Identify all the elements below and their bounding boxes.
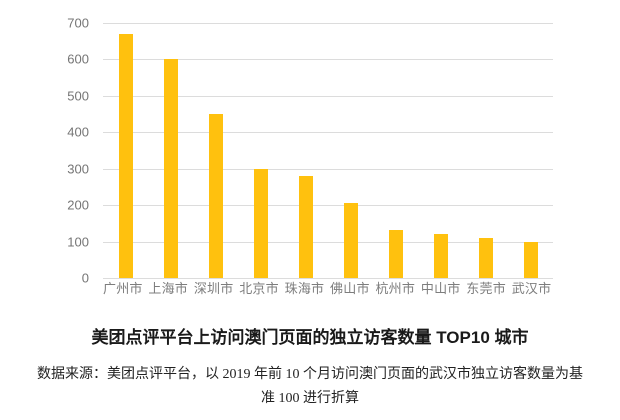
bar <box>298 176 313 278</box>
y-axis-tick-label: 700 <box>67 15 89 31</box>
bar <box>388 230 403 278</box>
gridline <box>103 278 553 279</box>
bar <box>253 169 268 278</box>
y-axis-tick-label: 300 <box>67 161 89 177</box>
gridline <box>103 23 553 24</box>
gridline <box>103 241 553 243</box>
y-axis-tick-label: 400 <box>67 124 89 140</box>
bar-chart-plot <box>103 23 553 279</box>
gridline <box>103 95 553 97</box>
bar <box>208 114 223 278</box>
bar <box>433 234 448 278</box>
source-note: 数据来源：美团点评平台，以 2019 年前 10 个月访问澳门页面的武汉市独立访… <box>0 363 620 411</box>
gridline <box>103 132 553 134</box>
bar <box>163 59 178 278</box>
bar <box>118 34 133 278</box>
chart-title: 美团点评平台上访问澳门页面的独立访客数量 TOP10 城市 <box>91 328 529 347</box>
source-note-line2: 准 100 进行折算 <box>261 391 359 406</box>
y-axis-tick-label: 200 <box>67 197 89 213</box>
gridline <box>103 168 553 170</box>
bar <box>343 203 358 278</box>
y-axis-tick-label: 600 <box>67 51 89 67</box>
gridline <box>103 205 553 207</box>
bar <box>523 242 538 278</box>
y-axis-tick-label: 500 <box>67 88 89 104</box>
bar <box>478 238 493 278</box>
y-axis-tick-label: 0 <box>81 270 89 286</box>
y-axis-tick-label: 100 <box>67 234 89 250</box>
x-axis-labels: 广州市 上海市 深圳市 北京市 珠海市 佛山市 杭州市 中山市 东莞市 武汉市 <box>103 281 552 296</box>
gridline <box>103 59 553 61</box>
y-axis: 0 100 200 300 400 500 600 700 <box>39 17 89 285</box>
source-note-line1: 数据来源：美团点评平台，以 2019 年前 10 个月访问澳门页面的武汉市独立访… <box>37 367 583 382</box>
